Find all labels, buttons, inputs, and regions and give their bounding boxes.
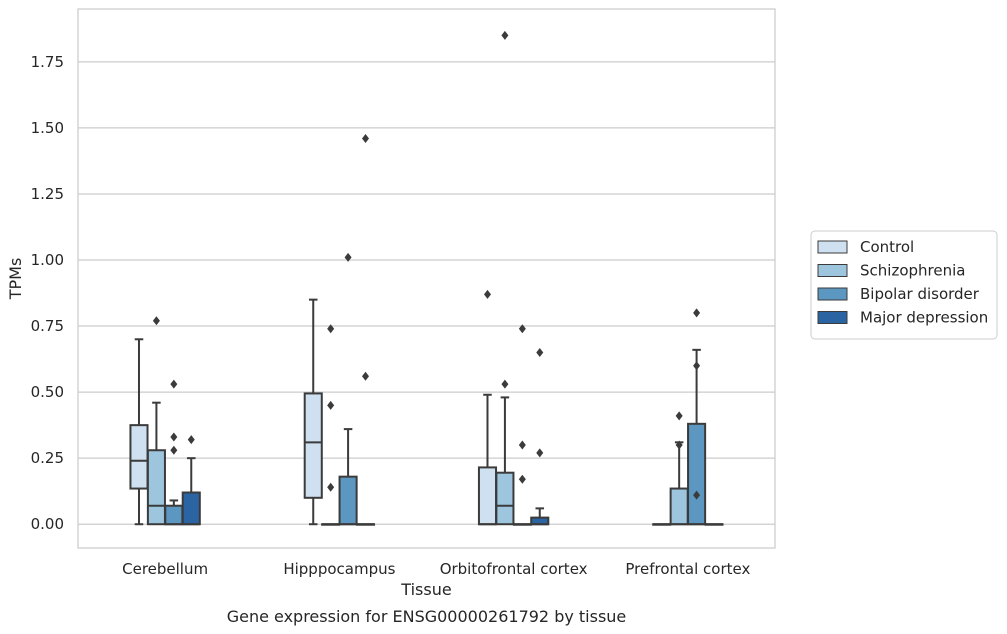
outlier-point <box>693 361 701 371</box>
outlier-point <box>501 379 509 389</box>
box-major-depression <box>181 435 201 526</box>
box-control <box>303 298 323 526</box>
box-bipolar-disorder <box>164 379 184 526</box>
outlier-point <box>170 445 178 455</box>
y-tick-label: 1.00 <box>31 251 64 269</box>
plot-area-frame <box>77 8 776 549</box>
outlier-point <box>693 490 701 500</box>
box-iqr <box>303 392 323 499</box>
legend-swatch <box>817 264 848 277</box>
chart-caption: Gene expression for ENSG00000261792 by t… <box>227 607 627 626</box>
outlier-point <box>483 289 491 299</box>
y-tick-label: 1.50 <box>31 119 64 137</box>
outlier-point <box>344 252 352 262</box>
legend-swatch <box>817 287 848 301</box>
legend-label: Bipolar disorder <box>860 285 980 303</box>
box-bipolar-disorder <box>687 308 707 526</box>
legend-label: Control <box>860 238 914 256</box>
x-tick-label: Prefrontal cortex <box>625 560 750 578</box>
outlier-point <box>187 435 195 445</box>
x-tick-label: Cerebellum <box>122 560 208 578</box>
outlier-point <box>362 133 370 143</box>
box-schizophrenia <box>146 316 166 526</box>
box-iqr <box>164 504 184 526</box>
box-iqr <box>669 487 689 526</box>
box-control <box>477 289 498 526</box>
boxes <box>129 30 724 526</box>
y-tick-labels: 0.00 0.25 0.50 0.75 1.00 1.25 1.50 1.75 <box>31 53 64 533</box>
gridlines <box>78 61 775 525</box>
outlier-point <box>518 440 526 450</box>
box-iqr <box>338 475 358 526</box>
x-axis-label: Tissue <box>400 580 451 599</box>
legend: Control Schizophrenia Bipolar disorder Majo… <box>810 230 998 340</box>
box-iqr <box>495 471 515 526</box>
outlier-point <box>536 448 544 458</box>
box-bipolar-disorder <box>512 324 532 526</box>
outlier-point <box>518 324 526 334</box>
box-schizophrenia <box>321 324 341 526</box>
box-schizophrenia <box>669 411 689 526</box>
y-tick-label: 1.75 <box>31 53 64 71</box>
outlier-point <box>693 308 701 318</box>
legend-swatch <box>817 240 848 254</box>
x-tick-label: Orbitofrontal cortex <box>440 560 588 578</box>
outlier-point <box>675 440 683 450</box>
outlier-point <box>170 432 178 442</box>
box-major-depression <box>704 523 724 526</box>
y-tick-label: 0.25 <box>31 449 64 467</box>
box-bipolar-disorder <box>338 252 358 526</box>
outlier-point <box>362 371 370 381</box>
x-tick-labels: Cerebellum Hipppocampus Orbitofrontal cort… <box>122 560 750 578</box>
outlier-point <box>536 347 544 357</box>
box-iqr <box>181 491 201 526</box>
legend-frame <box>810 230 998 340</box>
outlier-point <box>675 411 683 421</box>
outlier-point <box>327 400 335 410</box>
outlier-point <box>170 379 178 389</box>
box-iqr <box>146 449 166 526</box>
box-control <box>652 523 672 526</box>
y-tick-label: 0.75 <box>31 317 64 335</box>
x-tick-label: Hipppocampus <box>283 560 395 578</box>
outlier-point <box>327 324 335 334</box>
y-tick-label: 1.25 <box>31 185 64 203</box>
box-iqr <box>129 424 149 490</box>
box-major-depression <box>530 347 550 526</box>
box-iqr <box>477 466 498 526</box>
legend-label: Major depression <box>860 309 988 327</box>
outlier-point <box>152 316 160 326</box>
outlier-point <box>518 474 526 484</box>
box-major-depression <box>355 133 376 526</box>
y-tick-label: 0.50 <box>31 383 64 401</box>
legend-swatch <box>817 311 848 324</box>
legend-label: Schizophrenia <box>860 262 965 280</box>
outlier-point <box>327 482 335 492</box>
outlier-point <box>501 30 509 40</box>
box-schizophrenia <box>495 30 515 526</box>
box-control <box>129 338 149 526</box>
y-tick-label: 0.00 <box>31 515 64 533</box>
y-axis-label: TPMs <box>6 258 25 301</box>
box-iqr <box>687 422 707 526</box>
